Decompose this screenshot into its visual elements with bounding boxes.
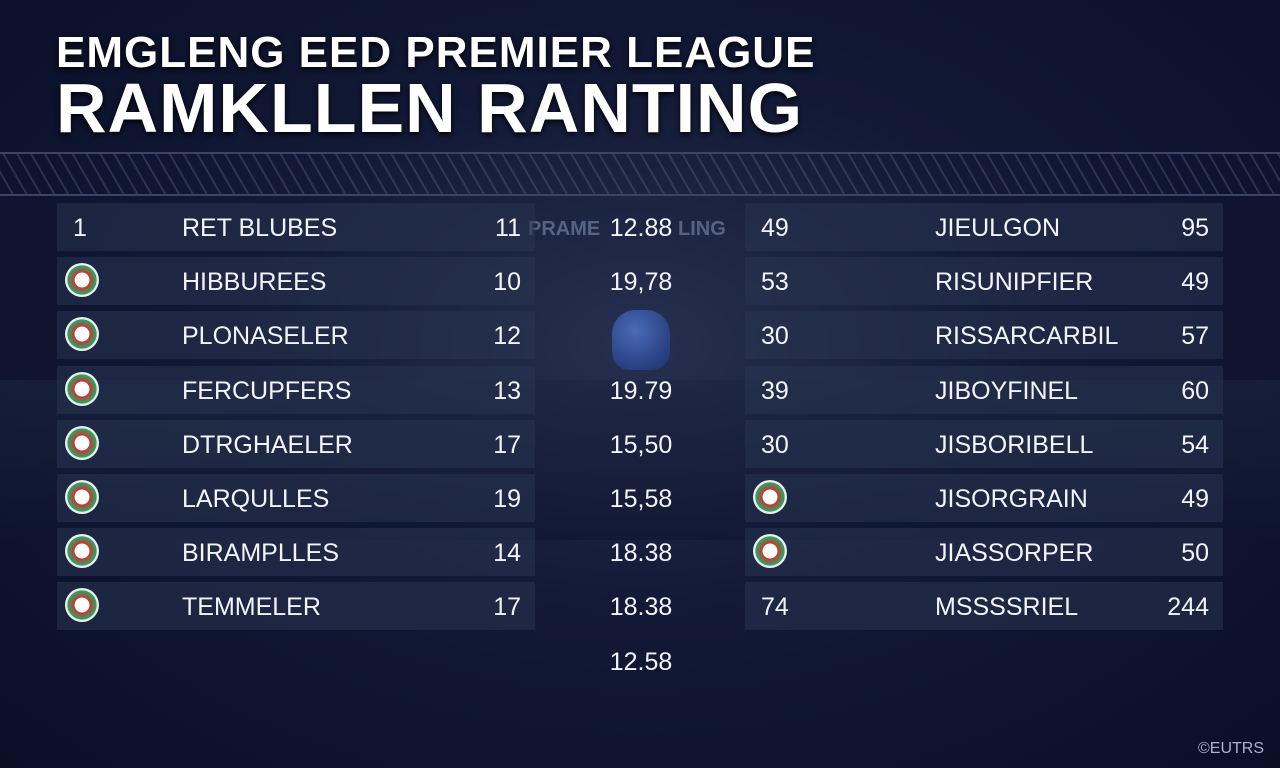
team-name: JIBOYFINEL <box>935 376 1079 405</box>
table-row: HIBBUREES 10 <box>57 257 535 306</box>
middle-value: 12.58 <box>609 647 673 676</box>
middle-value: 12.88 <box>609 214 673 242</box>
team-name: TEMMELER <box>182 593 321 622</box>
table-row: JISORGRAIN 49 <box>745 474 1223 522</box>
table-row: PLONASELER 12 <box>57 311 535 360</box>
team-name: JISBORIBELL <box>935 430 1094 459</box>
middle-value: 18.38 <box>609 593 673 622</box>
stadium-truss <box>0 152 1280 196</box>
table-row: DTRGHAELER 17 <box>57 419 535 468</box>
table-row: TEMMELER 17 <box>57 582 535 631</box>
team-value: 57 <box>1181 322 1209 351</box>
watermark: LING <box>678 218 726 240</box>
team-name: LARQULLES <box>182 485 330 513</box>
team-value: 49 <box>1181 268 1209 297</box>
team-crest <box>65 534 99 569</box>
rank: 30 <box>761 430 789 459</box>
team-crest <box>65 263 99 298</box>
rank: 39 <box>761 376 789 405</box>
team-name: BIRAMPLLES <box>182 539 340 568</box>
middle-value: 19,78 <box>609 268 673 297</box>
rank: 1 <box>73 214 87 242</box>
table-row: 30 RISSARCARBIL 57 <box>745 311 1223 360</box>
team-name: RISUNIPFIER <box>935 268 1094 297</box>
team-name: MSSSSRIEL <box>935 593 1079 622</box>
team-value: 95 <box>1181 214 1209 242</box>
team-value: 19 <box>493 485 521 513</box>
table-row: 1 RET BLUBES 11 <box>57 203 535 251</box>
team-crest <box>65 371 99 406</box>
team-crest <box>65 317 99 352</box>
team-value: 49 <box>1181 485 1209 513</box>
team-crest <box>65 480 99 514</box>
team-value: 14 <box>493 539 521 568</box>
team-value: 11 <box>495 214 521 242</box>
watermark: PRAME <box>528 218 601 240</box>
team-name: JISORGRAIN <box>935 485 1088 513</box>
table-row: 30 JISBORIBELL 54 <box>745 419 1223 468</box>
rank: 49 <box>761 214 789 242</box>
rank: 30 <box>761 322 789 351</box>
team-value: 10 <box>493 268 521 297</box>
team-value: 54 <box>1181 430 1209 459</box>
table-row: JIASSORPER 50 <box>745 528 1223 577</box>
rank: 74 <box>761 593 789 622</box>
middle-value: 15,50 <box>609 430 673 459</box>
middle-value: 19.79 <box>609 376 673 405</box>
team-name: PLONASELER <box>182 322 349 351</box>
table-row: 53 RISUNIPFIER 49 <box>745 257 1223 306</box>
table-row: LARQULLES 19 <box>57 474 535 522</box>
team-value: 60 <box>1181 376 1209 405</box>
league-logo <box>612 310 670 370</box>
team-crest <box>753 534 787 569</box>
team-value: 50 <box>1181 539 1209 568</box>
team-crest <box>753 480 787 514</box>
table-row: 39 JIBOYFINEL 60 <box>745 365 1223 414</box>
team-crest <box>65 425 99 460</box>
team-name: JIEULGON <box>935 214 1061 242</box>
title: EMGLENG EED PREMIER LEAGUE <box>56 28 816 77</box>
team-value: 17 <box>493 593 521 622</box>
table-row: 74 MSSSSRIEL 244 <box>745 582 1223 631</box>
table-row: BIRAMPLLES 14 <box>57 528 535 577</box>
team-name: DTRGHAELER <box>182 430 353 459</box>
team-value: 12 <box>493 322 521 351</box>
title: RAMKLLEN RANTING <box>56 69 804 147</box>
team-value: 13 <box>493 376 521 405</box>
credit: ©EUTRS <box>1197 740 1264 757</box>
team-name: FERCUPFERS <box>182 376 352 405</box>
middle-value: 15,58 <box>609 485 673 513</box>
rank: 53 <box>761 268 789 297</box>
team-crest <box>65 588 99 623</box>
team-value: 244 <box>1167 593 1209 622</box>
team-name: JIASSORPER <box>935 539 1094 568</box>
table-row: 49 JIEULGON 95 <box>745 203 1223 251</box>
table-row: FERCUPFERS 13 <box>57 365 535 414</box>
team-value: 17 <box>493 430 521 459</box>
middle-value: 18.38 <box>609 539 673 568</box>
team-name: RET BLUBES <box>182 214 338 242</box>
team-name: RISSARCARBIL <box>935 322 1119 351</box>
team-name: HIBBUREES <box>182 268 327 297</box>
